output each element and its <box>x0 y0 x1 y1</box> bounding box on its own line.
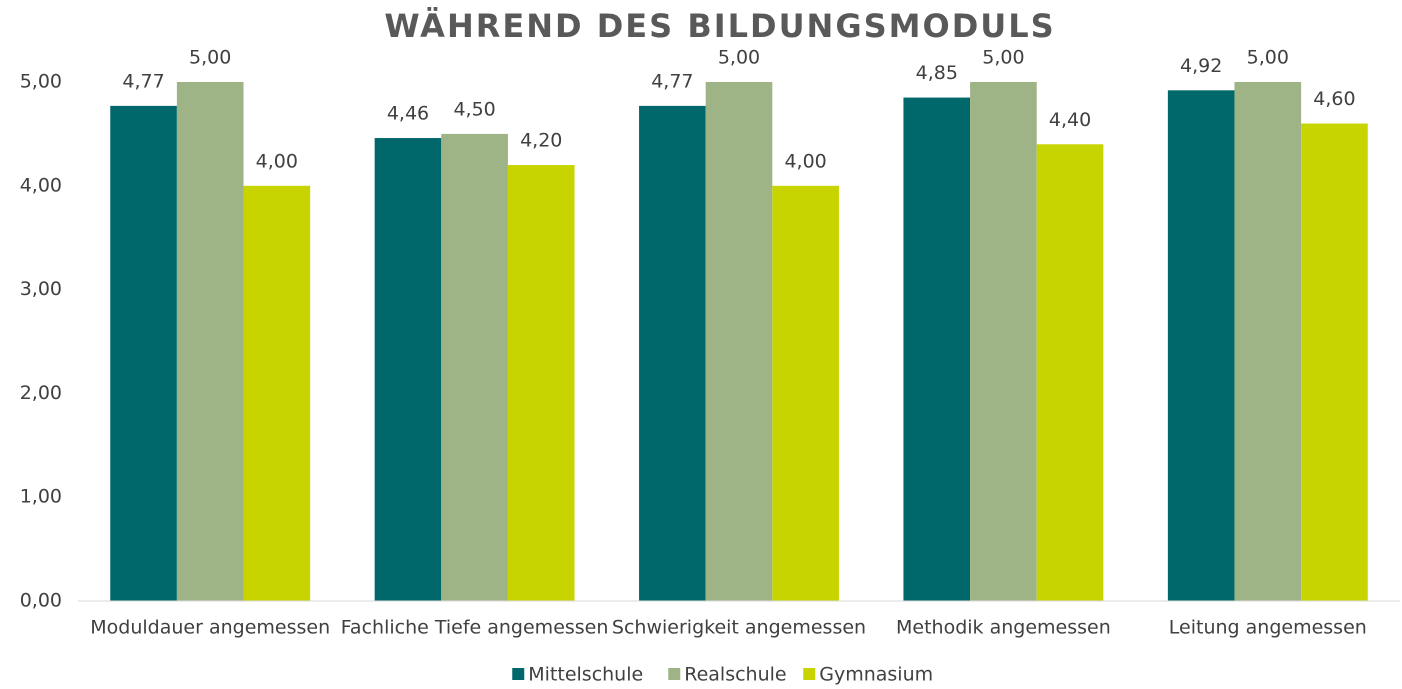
y-tick-label: 5,00 <box>20 71 62 93</box>
x-tick-label: Methodik angemessen <box>896 617 1111 639</box>
value-label: 4,77 <box>651 70 693 92</box>
bar <box>1234 82 1302 601</box>
value-label: 4,77 <box>122 70 164 92</box>
y-tick-label: 4,00 <box>20 174 62 196</box>
bar <box>507 165 575 602</box>
bar <box>243 185 311 602</box>
y-tick-label: 1,00 <box>20 486 62 508</box>
y-tick-label: 3,00 <box>20 278 62 300</box>
value-label: 5,00 <box>718 47 760 69</box>
bar <box>772 185 839 602</box>
bar <box>639 105 706 602</box>
value-label: 5,00 <box>189 47 231 69</box>
y-tick-label: 2,00 <box>20 382 62 404</box>
bar <box>903 97 971 601</box>
value-label: 4,60 <box>1313 88 1355 110</box>
value-label: 4,85 <box>916 62 958 84</box>
bar <box>1301 123 1368 602</box>
value-label: 4,20 <box>520 130 562 152</box>
legend-swatch <box>668 668 681 680</box>
legend-label: Realschule <box>684 664 786 686</box>
x-tick-label: Leitung angemessen <box>1169 617 1367 639</box>
bar <box>970 82 1037 601</box>
x-tick-label: Fachliche Tiefe angemessen <box>341 617 609 639</box>
value-label: 4,00 <box>784 150 826 172</box>
legend-swatch <box>512 668 525 680</box>
value-label: 4,92 <box>1180 55 1222 77</box>
bar <box>374 138 442 601</box>
x-tick-label: Moduldauer angemessen <box>90 617 330 639</box>
bar <box>110 105 177 602</box>
bar <box>705 82 773 601</box>
value-label: 4,00 <box>256 150 298 172</box>
bar <box>1167 90 1235 601</box>
value-label: 5,00 <box>982 47 1024 69</box>
value-label: 4,40 <box>1049 109 1091 131</box>
legend-label: Mittelschule <box>528 664 643 686</box>
bar <box>441 133 508 601</box>
value-label: 5,00 <box>1247 47 1289 69</box>
y-tick-label: 0,00 <box>20 590 62 612</box>
bar <box>176 82 244 601</box>
legend-swatch <box>803 668 816 680</box>
chart-title: WÄHREND DES BILDUNGSMODULS <box>384 7 1055 45</box>
legend-label: Gymnasium <box>819 664 933 686</box>
value-label: 4,46 <box>387 103 429 125</box>
x-tick-label: Schwierigkeit angemessen <box>612 617 866 639</box>
value-label: 4,50 <box>453 98 495 120</box>
bar <box>1036 144 1104 601</box>
